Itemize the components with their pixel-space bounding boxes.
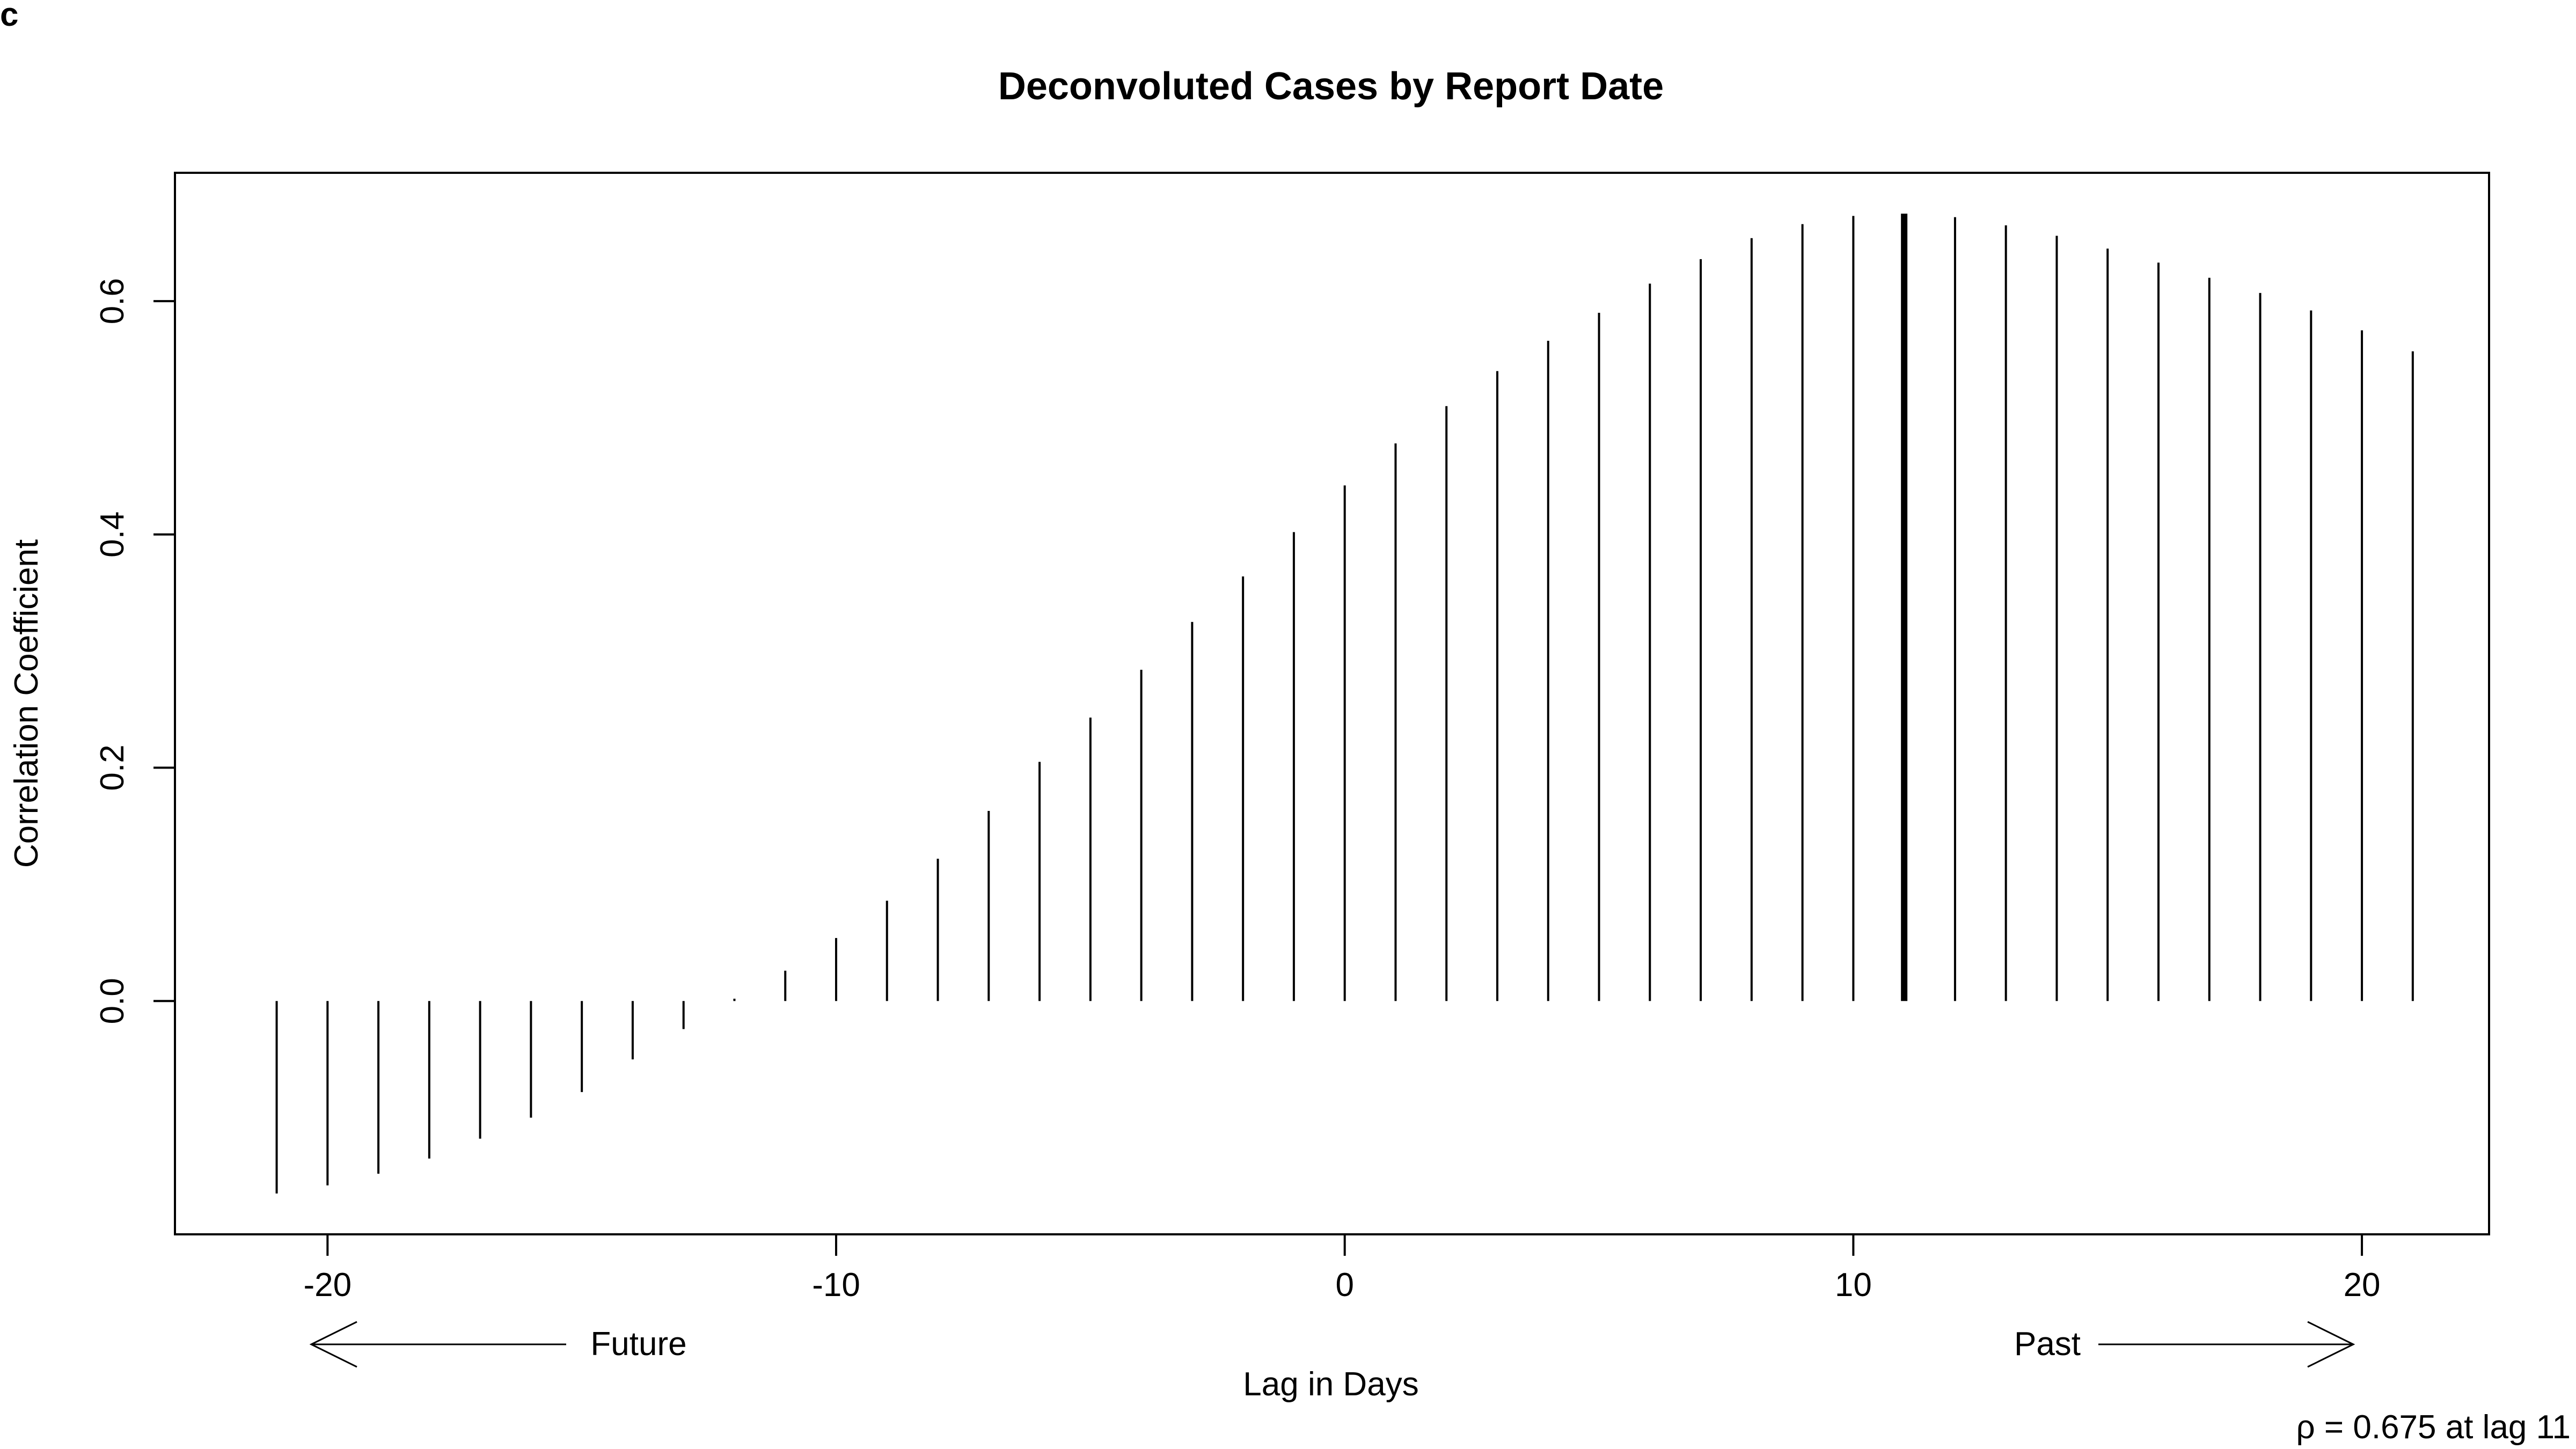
future-arrow xyxy=(309,1321,566,1368)
chart-title: Deconvoluted Cases by Report Date xyxy=(998,65,1664,108)
y-tick-label: 0.4 xyxy=(94,511,131,558)
past-label: Past xyxy=(2014,1326,2081,1363)
x-axis: -20 -10 0 10 20 xyxy=(304,1233,2381,1304)
x-tick-label: 0 xyxy=(1335,1267,1353,1304)
y-axis: 0.0 0.2 0.4 0.6 xyxy=(94,278,176,1024)
panel-label: c xyxy=(0,0,18,33)
plot-frame xyxy=(174,172,2490,1235)
past-arrow xyxy=(2098,1321,2355,1368)
x-tick-label: 20 xyxy=(2344,1267,2381,1304)
x-tick-label: -10 xyxy=(812,1267,860,1304)
x-axis-label: Lag in Days xyxy=(1243,1366,1418,1403)
rho-annotation: ρ = 0.675 at lag 11 xyxy=(2296,1409,2571,1446)
y-tick-label: 0.0 xyxy=(94,978,131,1024)
future-label: Future xyxy=(590,1326,686,1363)
y-tick-label: 0.6 xyxy=(94,278,131,324)
x-tick-label: 10 xyxy=(1835,1267,1872,1304)
x-tick-label: -20 xyxy=(304,1267,352,1304)
y-tick-label: 0.2 xyxy=(94,744,131,791)
stems-group xyxy=(275,214,2414,1194)
y-axis-label: Correlation Coefficient xyxy=(8,539,45,868)
